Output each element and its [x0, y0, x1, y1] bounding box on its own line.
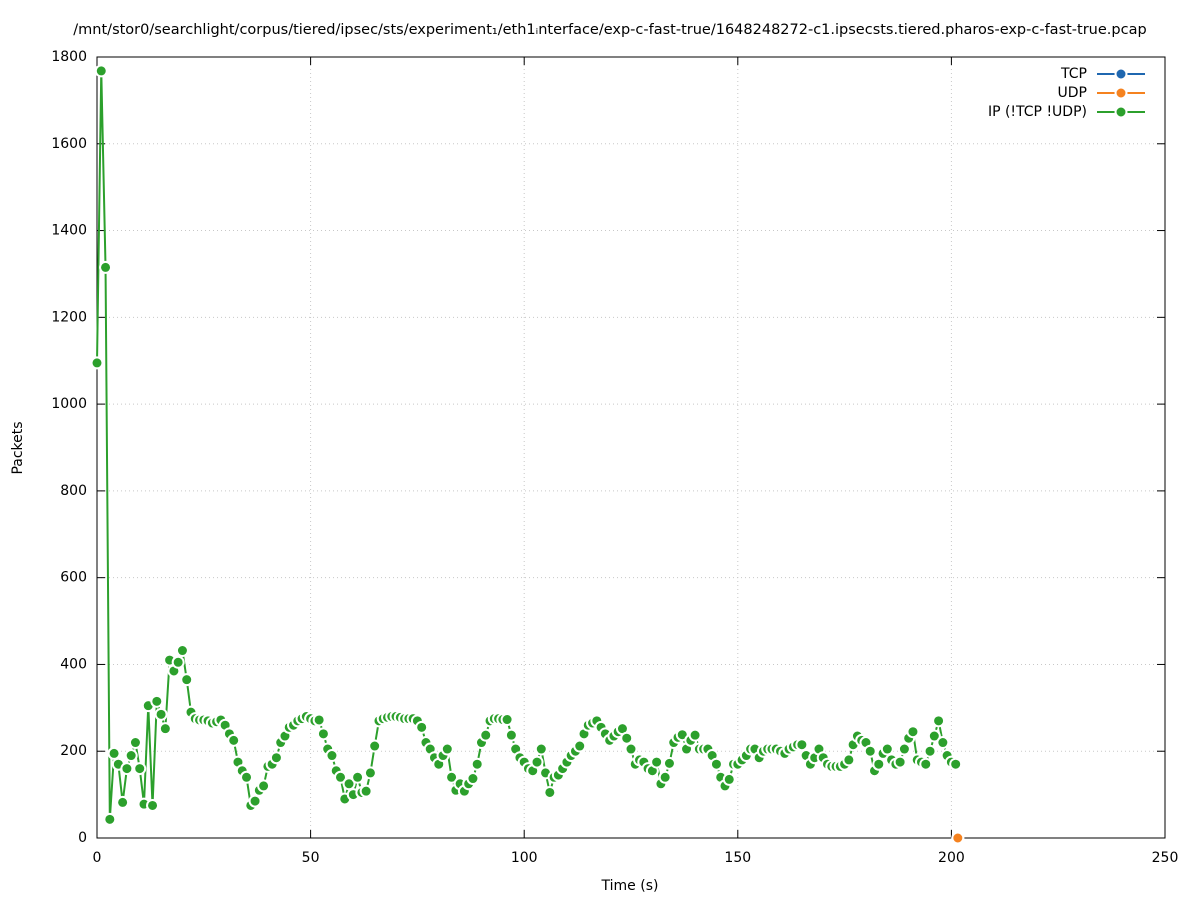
- data-point: [504, 728, 518, 742]
- data-point: [949, 757, 963, 771]
- data-point: [500, 713, 514, 727]
- x-axis-label: Time (s): [601, 878, 659, 894]
- data-point: [154, 707, 168, 721]
- data-point: [146, 798, 160, 812]
- data-point: [872, 757, 886, 771]
- legend-marker: [1114, 105, 1128, 119]
- data-point: [368, 739, 382, 753]
- legend-marker: [1114, 86, 1128, 100]
- data-point: [99, 260, 113, 274]
- y-tick-label: 1200: [51, 309, 87, 325]
- data-point: [530, 755, 544, 769]
- data-point: [116, 795, 130, 809]
- data-point: [688, 728, 702, 742]
- y-tick-label: 1000: [51, 396, 87, 412]
- y-tick-label: 1800: [51, 49, 87, 65]
- data-point: [919, 757, 933, 771]
- data-point: [543, 785, 557, 799]
- data-point: [120, 762, 134, 776]
- x-tick-label: 150: [724, 850, 751, 866]
- data-point: [180, 673, 194, 687]
- data-point: [334, 770, 348, 784]
- data-point: [923, 744, 937, 758]
- data-point: [248, 794, 262, 808]
- data-point: [128, 736, 142, 750]
- data-point: [936, 736, 950, 750]
- data-point: [624, 742, 638, 756]
- data-point: [133, 762, 147, 776]
- data-point: [466, 772, 480, 786]
- data-point: [932, 714, 946, 728]
- data-point: [951, 831, 965, 845]
- data-point: [124, 749, 138, 763]
- data-point: [534, 742, 548, 756]
- data-point: [150, 694, 164, 708]
- y-tick-label: 800: [60, 483, 87, 499]
- data-point: [158, 722, 172, 736]
- data-point: [445, 770, 459, 784]
- data-point: [312, 713, 326, 727]
- legend-label: IP (!TCP !UDP): [988, 104, 1087, 120]
- y-tick-label: 600: [60, 570, 87, 586]
- data-point: [906, 725, 920, 739]
- data-point: [415, 720, 429, 734]
- data-point: [351, 770, 365, 784]
- data-point: [722, 772, 736, 786]
- x-tick-label: 250: [1152, 850, 1179, 866]
- data-point: [795, 738, 809, 752]
- data-point: [479, 728, 493, 742]
- plot-frame: [96, 56, 1166, 839]
- data-point: [257, 779, 271, 793]
- series-line: [96, 70, 957, 820]
- x-tick-label: 100: [511, 850, 538, 866]
- data-point: [171, 655, 185, 669]
- data-point: [359, 784, 373, 798]
- chart-title: /mnt/stor0/searchlight/corpus/tiered/ips…: [73, 22, 1146, 38]
- data-point: [842, 753, 856, 767]
- data-point: [662, 756, 676, 770]
- data-point: [440, 742, 454, 756]
- data-point: [573, 739, 587, 753]
- data-point: [893, 755, 907, 769]
- data-point: [650, 755, 664, 769]
- y-tick-label: 400: [60, 656, 87, 672]
- y-tick-label: 0: [78, 830, 87, 846]
- data-point: [863, 744, 877, 758]
- y-tick-label: 1600: [51, 136, 87, 152]
- data-point: [709, 757, 723, 771]
- legend-label: UDP: [1058, 85, 1087, 101]
- y-tick-label: 200: [60, 743, 87, 759]
- data-point: [342, 777, 356, 791]
- data-point: [658, 770, 672, 784]
- data-point: [325, 749, 339, 763]
- legend-marker: [1114, 67, 1128, 81]
- legend-label: TCP: [1060, 66, 1087, 82]
- data-point: [897, 742, 911, 756]
- data-point: [269, 751, 283, 765]
- data-point: [227, 733, 241, 747]
- data-point: [90, 356, 104, 370]
- data-point: [880, 742, 894, 756]
- data-point: [363, 766, 377, 780]
- data-point: [107, 746, 121, 760]
- y-tick-label: 1400: [51, 223, 87, 239]
- data-point: [316, 727, 330, 741]
- data-point: [103, 812, 117, 826]
- data-point: [927, 729, 941, 743]
- x-tick-label: 0: [93, 850, 102, 866]
- data-point: [94, 64, 108, 78]
- x-tick-label: 50: [302, 850, 320, 866]
- x-tick-label: 200: [938, 850, 965, 866]
- data-point: [175, 644, 189, 658]
- data-point: [240, 770, 254, 784]
- data-point: [470, 757, 484, 771]
- data-point: [620, 731, 634, 745]
- y-axis-label: Packets: [10, 421, 26, 474]
